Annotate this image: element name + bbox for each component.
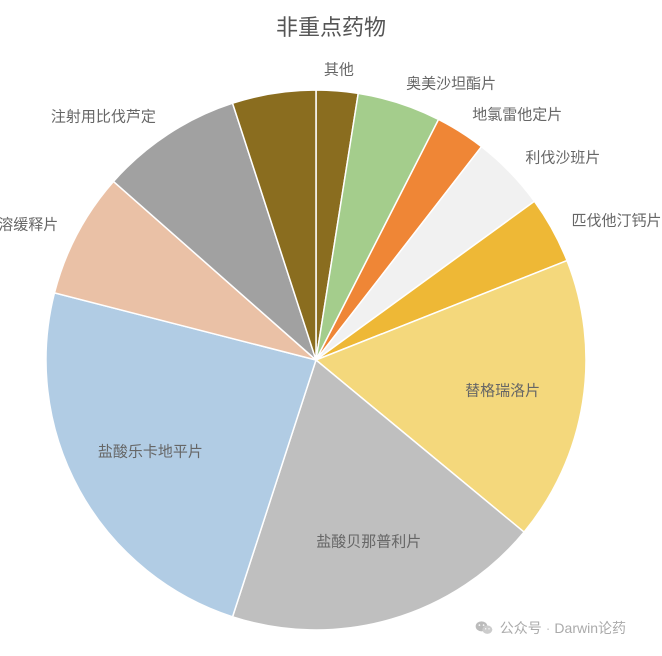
watermark-name: Darwin论药 [554,618,626,638]
watermark-prefix: 公众号 [500,618,542,638]
watermark-separator: · [546,620,551,636]
chart-container: 非重点药物 公众号 · Darwin论药 其他奥美沙坦酯片地氯雷他定片利伐沙班片… [0,0,662,656]
wechat-watermark: 公众号 · Darwin论药 [474,618,626,638]
pie-svg [0,0,662,656]
wechat-icon [474,618,494,638]
